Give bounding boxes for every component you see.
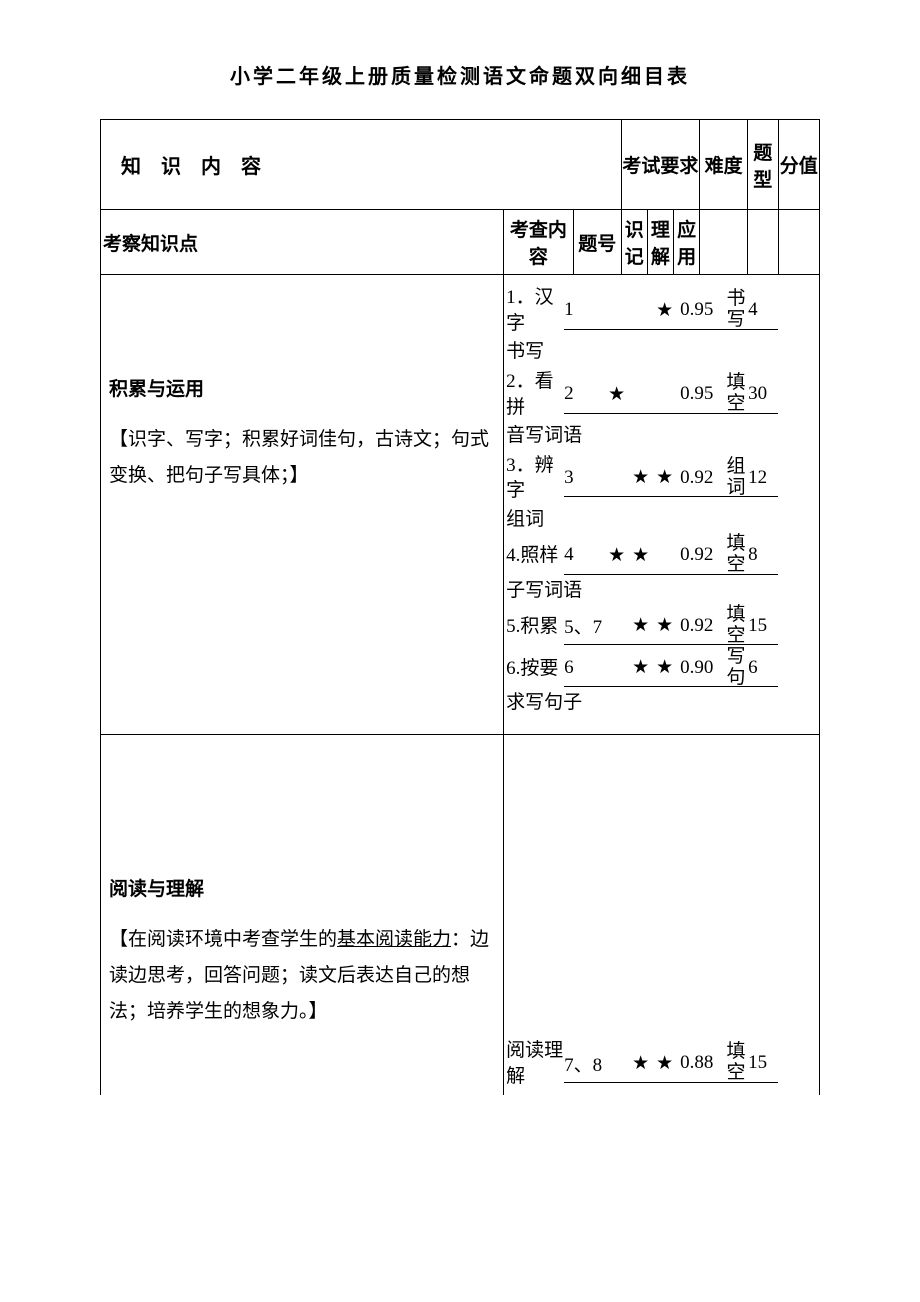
- table-row: 1．汉字1 ★0.95书写4: [504, 285, 819, 336]
- cell-content-overflow: 子写词语: [504, 578, 819, 604]
- cell-diff: 0.92: [680, 607, 724, 645]
- cell-type: 书写: [724, 292, 748, 330]
- cell-type: 组词: [724, 459, 748, 497]
- cell-type: 填空: [724, 607, 748, 645]
- section-1-desc: 【识字、写字；积累好词佳句，古诗文；句式变换、把句子写具体；】: [109, 422, 495, 494]
- cell-type: 填空: [724, 1045, 748, 1083]
- section-2-desc-cell: 阅读与理解 【在阅读环境中考查学生的基本阅读能力：边读边思考，回答问题；读文后表…: [101, 735, 504, 1095]
- cell-req1: ★: [608, 376, 632, 414]
- cell-req2: ★: [632, 537, 656, 575]
- cell-diff: 0.95: [680, 292, 724, 330]
- section-1-data: 1．汉字1★0.95书写4书写2．看拼2★0.95填空30音写词语3．辨字3★★…: [504, 275, 820, 735]
- table-row: 6.按要6★★0.90写句6: [504, 649, 819, 687]
- col-qnum: 题号: [573, 210, 621, 275]
- cell-req2: [632, 376, 656, 414]
- cell-req3: ★: [656, 607, 680, 645]
- col-exam-point: 考察知识点: [101, 210, 504, 275]
- cell-content: 4.照样: [504, 543, 564, 569]
- cell-content: 5.积累: [504, 614, 564, 640]
- empty-type: [748, 210, 779, 275]
- cell-qnum: 2: [564, 376, 608, 414]
- cell-score: 30: [748, 376, 778, 414]
- spec-table: 知识内容 考试要求 难度 题型 分值 考察知识点 考查内容 题号 识记 理解 应…: [100, 119, 820, 1095]
- cell-req3: ★: [656, 1045, 680, 1083]
- cell-score: 4: [748, 292, 778, 330]
- cell-req1: [608, 292, 632, 330]
- cell-req1: [608, 607, 632, 645]
- cell-type: 填空: [724, 537, 748, 575]
- page-title: 小学二年级上册质量检测语文命题双向细目表: [100, 60, 820, 89]
- col-exam-req: 考试要求: [621, 120, 699, 210]
- empty-diff: [700, 210, 748, 275]
- cell-content-overflow: 书写: [504, 339, 819, 365]
- cell-content-overflow: 音写词语: [504, 423, 819, 449]
- cell-req1: [608, 459, 632, 497]
- section-2-data: 阅读理解 7、8 ★ ★ 0.88 填空 15: [504, 735, 820, 1095]
- cell-req2: [632, 292, 656, 330]
- table-row: 4.照样4★★0.92填空8: [504, 537, 819, 575]
- col-apply: 应用: [674, 210, 700, 275]
- cell-req1: [608, 649, 632, 687]
- table-row: 3．辨字3★★0.92组词12: [504, 453, 819, 504]
- cell-qnum: 6: [564, 649, 608, 687]
- cell-diff: 0.92: [680, 459, 724, 497]
- cell-diff: 0.90: [680, 649, 724, 687]
- cell-content-overflow: 求写句子: [504, 690, 819, 716]
- cell-content: 1．汉字: [504, 285, 564, 336]
- cell-req2: ★: [632, 649, 656, 687]
- header-row-1: 知识内容 考试要求 难度 题型 分值: [101, 120, 820, 210]
- cell-req3: ★: [656, 649, 680, 687]
- cell-diff: 0.95: [680, 376, 724, 414]
- cell-type: 写句: [724, 649, 748, 687]
- cell-req1: [608, 1045, 632, 1083]
- cell-qnum: 5、7: [564, 607, 608, 645]
- section-2-row: 阅读与理解 【在阅读环境中考查学生的基本阅读能力：边读边思考，回答问题；读文后表…: [101, 735, 820, 1095]
- section-1-row: 积累与运用 【识字、写字；积累好词佳句，古诗文；句式变换、把句子写具体；】 1．…: [101, 275, 820, 735]
- cell-req3: ★: [656, 459, 680, 497]
- cell-score: 15: [748, 607, 778, 645]
- section-2-desc: 【在阅读环境中考查学生的基本阅读能力：边读边思考，回答问题；读文后表达自己的想法…: [109, 922, 495, 1030]
- cell-type: 填空: [724, 376, 748, 414]
- cell-score: 6: [748, 649, 778, 687]
- col-qtype: 题型: [748, 120, 779, 210]
- cell-content-overflow: 组词: [504, 507, 819, 533]
- cell-score: 15: [748, 1045, 778, 1083]
- cell-content: 阅读理解: [504, 1038, 564, 1089]
- section-2-desc-underline: 基本阅读能力: [337, 929, 451, 950]
- cell-content: 6.按要: [504, 656, 564, 682]
- cell-req3: [656, 376, 680, 414]
- cell-req3: ★: [656, 292, 680, 330]
- cell-diff: 0.88: [680, 1045, 724, 1083]
- cell-req2: ★: [632, 1045, 656, 1083]
- cell-score: 8: [748, 537, 778, 575]
- cell-content: 2．看拼: [504, 369, 564, 420]
- col-knowledge-content: 知识内容: [101, 120, 622, 210]
- cell-req2: ★: [632, 459, 656, 497]
- section-1-desc-cell: 积累与运用 【识字、写字；积累好词佳句，古诗文；句式变换、把句子写具体；】: [101, 275, 504, 735]
- cell-qnum: 1: [564, 292, 608, 330]
- col-understand: 理解: [647, 210, 673, 275]
- col-exam-content: 考查内容: [504, 210, 574, 275]
- section-2-desc-prefix: 【在阅读环境中考查学生的: [109, 929, 337, 950]
- cell-req2: ★: [632, 607, 656, 645]
- cell-diff: 0.92: [680, 537, 724, 575]
- table-row: 阅读理解 7、8 ★ ★ 0.88 填空 15: [504, 1038, 819, 1089]
- empty-score: [778, 210, 819, 275]
- cell-qnum: 7、8: [564, 1045, 608, 1083]
- cell-qnum: 3: [564, 459, 608, 497]
- header-row-2: 考察知识点 考查内容 题号 识记 理解 应用: [101, 210, 820, 275]
- table-row: 2．看拼2★ 0.95填空30: [504, 369, 819, 420]
- cell-qnum: 4: [564, 537, 608, 575]
- col-score: 分值: [778, 120, 819, 210]
- cell-req1: ★: [608, 537, 632, 575]
- section-2-title: 阅读与理解: [109, 873, 495, 907]
- col-recognize: 识记: [621, 210, 647, 275]
- section-1-title: 积累与运用: [109, 373, 495, 407]
- col-difficulty: 难度: [700, 120, 748, 210]
- table-row: 5.积累5、7★★0.92填空15: [504, 607, 819, 645]
- cell-content: 3．辨字: [504, 453, 564, 504]
- cell-req3: [656, 537, 680, 575]
- cell-score: 12: [748, 459, 778, 497]
